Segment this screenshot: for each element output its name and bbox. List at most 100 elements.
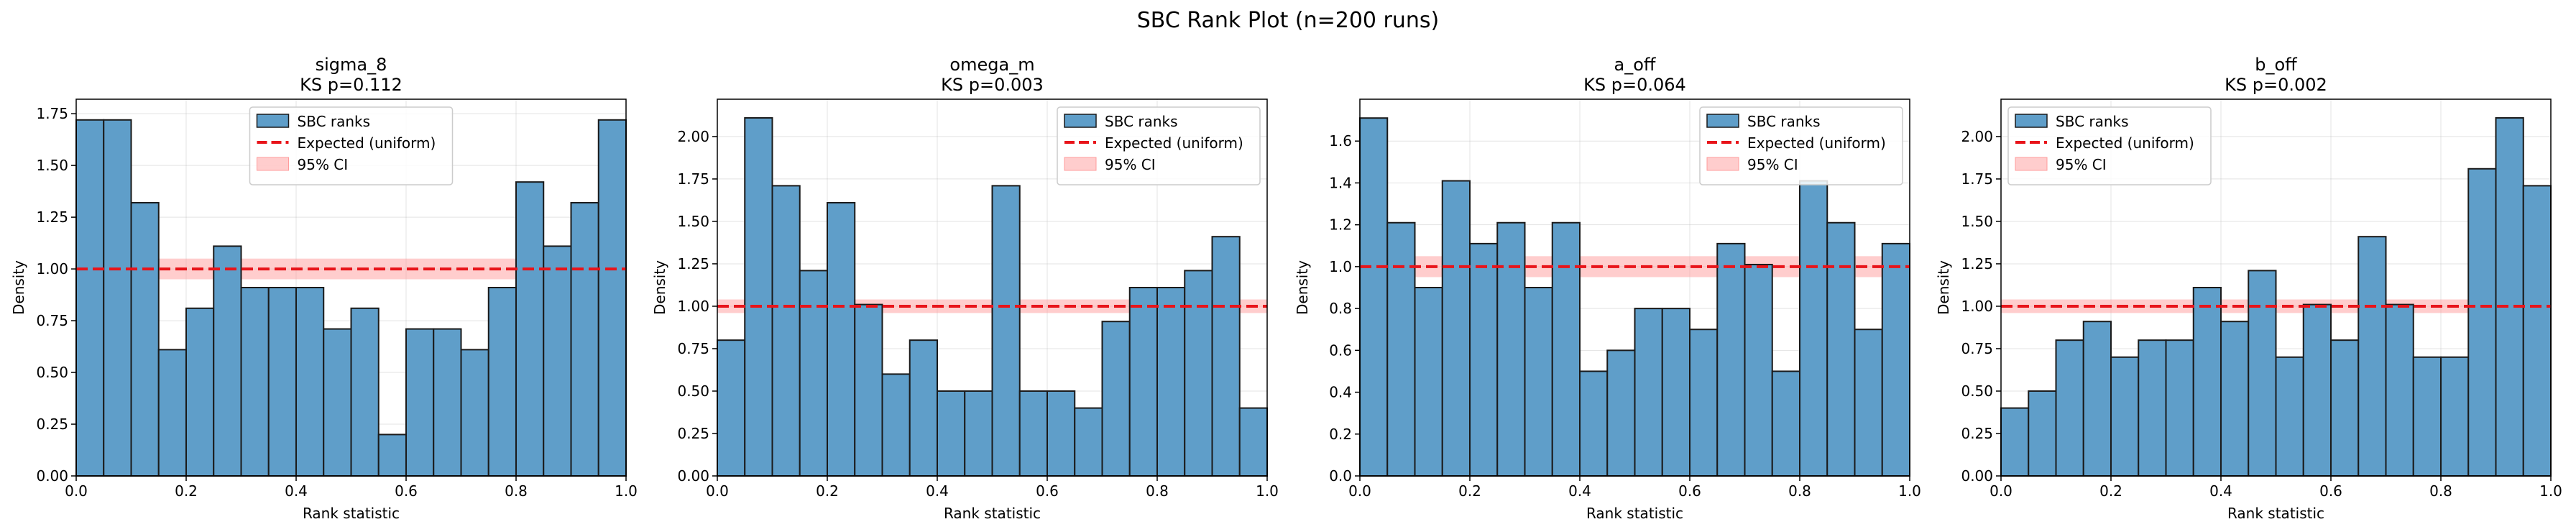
y-tick-label: 0.0	[1329, 467, 1352, 485]
chart-panel-b_off: 0.0 0.2 0.4 0.6 0.8 1.0 0.00 0.25 0.50 0.75 1.00 1.…	[1935, 55, 2562, 522]
y-tick-label: 0.6	[1329, 341, 1352, 359]
legend-label-line: Expected (uniform)	[1105, 134, 1243, 152]
bar	[1634, 308, 1663, 477]
bar	[1661, 308, 1690, 477]
x-tick-label: 0.8	[1146, 482, 1169, 500]
axes-frame	[2000, 98, 2552, 477]
bar	[1579, 370, 1609, 477]
bar	[744, 116, 773, 477]
bar	[1826, 221, 1856, 477]
bar	[1496, 221, 1526, 477]
bar	[2220, 321, 2250, 477]
legend-label-band: 95% CI	[298, 156, 349, 173]
legend-swatch-bars	[256, 114, 290, 128]
bar	[2138, 339, 2167, 477]
x-tick-label: 0.4	[926, 482, 949, 500]
bar	[1018, 390, 1048, 477]
x-tick-label: 0.2	[1458, 482, 1481, 500]
bar	[2110, 356, 2140, 477]
legend-label-band: 95% CI	[1747, 156, 1798, 173]
y-tick-label: 0.2	[1329, 426, 1352, 443]
y-tick-label: 2.00	[677, 128, 709, 145]
x-tick-label: 0.0	[1990, 482, 2012, 500]
bar	[1074, 407, 1103, 477]
legend-frame	[249, 106, 454, 185]
chart-title: sigma_8	[316, 55, 387, 75]
x-tick-label: 0.6	[2319, 482, 2342, 500]
y-tick-label: 0.25	[1961, 425, 1993, 442]
x-axis-label: Rank statistic	[2227, 505, 2324, 522]
legend: SBC ranks Expected (uniform) 95% CI	[1699, 106, 1903, 185]
bar	[2412, 356, 2442, 477]
y-tick-label: 0.75	[1961, 340, 1993, 357]
bar	[1101, 321, 1131, 477]
y-tick-label: 0.25	[677, 425, 709, 442]
bar	[350, 307, 380, 477]
bar	[570, 201, 599, 477]
bar	[1799, 180, 1828, 477]
y-tick-label: 1.50	[1961, 213, 1993, 230]
bar	[1046, 390, 1076, 477]
bar	[1716, 242, 1746, 477]
axes-frame	[1359, 98, 1910, 477]
y-tick-label: 1.00	[677, 298, 709, 315]
legend-label-band: 95% CI	[1105, 156, 1156, 173]
y-axis-label: Density	[1294, 260, 1311, 315]
legend: SBC ranks Expected (uniform) 95% CI	[1057, 106, 1261, 185]
x-tick-label: 0.8	[505, 482, 528, 500]
bar	[185, 307, 215, 477]
y-tick-label: 1.6	[1329, 132, 1352, 150]
y-axis-label: Density	[10, 260, 27, 315]
bar	[377, 434, 407, 477]
bar	[1551, 221, 1581, 477]
bar	[130, 201, 160, 477]
bar	[908, 339, 938, 477]
y-tick-label: 0.00	[1961, 467, 1993, 485]
x-tick-label: 0.0	[706, 482, 729, 500]
y-tick-label: 1.50	[36, 157, 68, 174]
bar	[433, 328, 462, 477]
x-tick-label: 0.2	[175, 482, 198, 500]
legend-frame	[1057, 106, 1261, 185]
panels: 0.0 0.2 0.4 0.6 0.8 1.0 0.00 0.25 0.50 0.75 1.00 1.…	[10, 55, 2562, 522]
x-axis-label: Rank statistic	[944, 505, 1041, 522]
bar	[75, 119, 105, 477]
y-tick-label: 0.50	[1961, 382, 1993, 400]
bar	[515, 181, 545, 477]
x-tick-label: 1.0	[1898, 482, 1921, 500]
legend-frame	[1699, 106, 1903, 185]
x-tick-label: 0.8	[1788, 482, 1811, 500]
y-tick-label: 0.75	[677, 340, 709, 357]
x-tick-label: 0.2	[2099, 482, 2122, 500]
y-tick-label: 1.0	[1329, 258, 1352, 275]
x-axis-label: Rank statistic	[1586, 505, 1683, 522]
y-tick-label: 1.75	[36, 105, 68, 122]
bar	[2275, 356, 2304, 477]
bar	[854, 303, 883, 477]
bar	[2330, 339, 2360, 477]
y-tick-label: 2.00	[1961, 128, 1993, 145]
bar	[1386, 221, 1416, 477]
bar	[157, 349, 187, 477]
bar	[1156, 287, 1186, 477]
bar	[2440, 356, 2470, 477]
bar	[2248, 270, 2277, 477]
bar	[881, 373, 911, 477]
bar	[2522, 185, 2552, 477]
axes-frame	[75, 98, 627, 477]
bar	[1128, 287, 1158, 477]
figure-title: SBC Rank Plot (n=200 runs)	[1137, 8, 1440, 33]
x-axis-label: Rank statistic	[303, 505, 400, 522]
bar	[2385, 303, 2414, 477]
legend-label-line: Expected (uniform)	[298, 134, 436, 152]
legend-label-bars: SBC ranks	[2056, 113, 2129, 130]
y-tick-label: 0.50	[677, 382, 709, 400]
bar	[295, 287, 325, 477]
y-tick-label: 0.00	[36, 467, 68, 485]
legend-label-bars: SBC ranks	[1747, 113, 1821, 130]
legend-label-bars: SBC ranks	[298, 113, 371, 130]
bar	[2055, 339, 2084, 477]
bar	[2302, 303, 2332, 477]
chart-subtitle: KS p=0.064	[1583, 75, 1686, 95]
